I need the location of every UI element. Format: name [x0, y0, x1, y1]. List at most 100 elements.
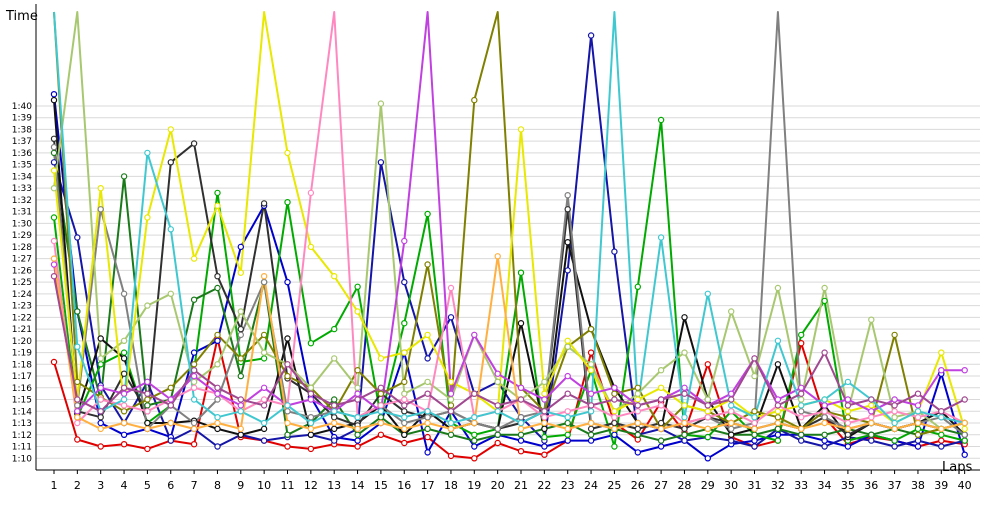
data-point — [541, 396, 548, 403]
series-line — [53, 100, 966, 439]
data-point — [377, 355, 385, 362]
data-point — [120, 355, 128, 362]
data-point — [447, 408, 455, 415]
data-point — [167, 226, 174, 233]
y-tick-label: 1:13 — [12, 419, 32, 429]
data-point — [307, 419, 315, 427]
data-point — [74, 408, 81, 415]
data-point — [564, 337, 571, 344]
data-point — [471, 331, 478, 339]
data-point — [50, 184, 58, 192]
data-point — [401, 278, 408, 286]
data-point — [634, 402, 642, 409]
series-line — [53, 11, 965, 413]
data-point — [377, 159, 385, 166]
data-point — [260, 402, 268, 409]
data-point — [331, 419, 338, 427]
series-line — [53, 119, 965, 448]
x-tick-label: 37 — [888, 479, 902, 492]
x-tick-label: 6 — [167, 479, 174, 492]
data-point — [798, 431, 805, 438]
data-point — [354, 390, 361, 397]
y-axis-title: Time — [5, 9, 38, 24]
data-point — [774, 408, 782, 415]
x-tick-label: 38 — [911, 479, 925, 492]
data-point — [587, 325, 595, 333]
data-point — [237, 408, 244, 415]
data-point — [260, 425, 268, 433]
data-point — [634, 431, 642, 438]
data-point — [938, 349, 945, 356]
data-point — [681, 419, 688, 427]
data-point — [284, 419, 291, 427]
y-tick-label: 1:40 — [12, 102, 32, 112]
x-tick-label: 34 — [818, 479, 832, 492]
data-point — [260, 355, 268, 362]
data-point — [844, 443, 852, 450]
data-point — [657, 402, 665, 409]
data-point — [728, 308, 735, 315]
data-point — [961, 425, 968, 433]
data-point — [447, 402, 455, 409]
data-point — [167, 437, 174, 444]
data-point — [214, 284, 221, 292]
data-point — [50, 273, 58, 280]
data-point — [471, 390, 478, 397]
data-point — [190, 419, 198, 427]
y-tick-label: 1:26 — [12, 266, 32, 276]
data-point — [821, 414, 828, 421]
data-point — [774, 402, 782, 409]
data-point — [728, 431, 735, 438]
data-point — [657, 367, 665, 374]
data-point — [237, 269, 244, 276]
series-line-group — [53, 119, 965, 448]
series-line — [53, 11, 965, 436]
data-point — [74, 378, 81, 386]
x-tick-label: 25 — [607, 479, 621, 492]
data-point — [914, 437, 922, 444]
data-point — [167, 402, 174, 409]
data-point — [447, 378, 455, 386]
data-point — [798, 384, 805, 391]
data-point — [401, 439, 408, 447]
data-point — [541, 443, 548, 450]
data-point — [120, 337, 128, 344]
data-point — [401, 431, 408, 438]
data-point — [564, 191, 571, 199]
data-point — [237, 308, 244, 315]
data-point — [517, 396, 525, 403]
x-tick-label: 22 — [537, 479, 551, 492]
data-point — [97, 335, 104, 342]
data-point — [214, 331, 221, 339]
x-tick-label: 9 — [237, 479, 244, 492]
data-point — [144, 408, 151, 415]
data-point — [401, 237, 408, 245]
data-point — [144, 214, 151, 221]
data-point — [751, 437, 758, 444]
series-line-group — [53, 11, 966, 424]
data-point — [307, 431, 315, 438]
y-tick-label: 1:36 — [12, 149, 32, 159]
x-tick-label: 26 — [631, 479, 645, 492]
data-point — [447, 452, 455, 460]
data-point — [587, 349, 595, 356]
data-point — [447, 314, 455, 321]
y-tick-label: 1:31 — [12, 208, 32, 218]
data-point — [167, 126, 174, 133]
data-point — [260, 331, 268, 339]
data-point — [704, 433, 712, 441]
data-point — [914, 419, 922, 427]
data-point — [237, 355, 244, 362]
data-point — [564, 372, 571, 380]
data-point — [307, 384, 315, 391]
data-point — [681, 314, 688, 321]
series-line-group — [53, 94, 966, 460]
data-point — [494, 431, 501, 438]
data-point — [237, 396, 244, 403]
series-line-group — [53, 11, 965, 413]
data-point — [891, 443, 898, 450]
data-point — [891, 402, 898, 409]
data-point — [564, 238, 571, 246]
x-tick-label: 2 — [74, 479, 81, 492]
data-point — [938, 367, 945, 374]
